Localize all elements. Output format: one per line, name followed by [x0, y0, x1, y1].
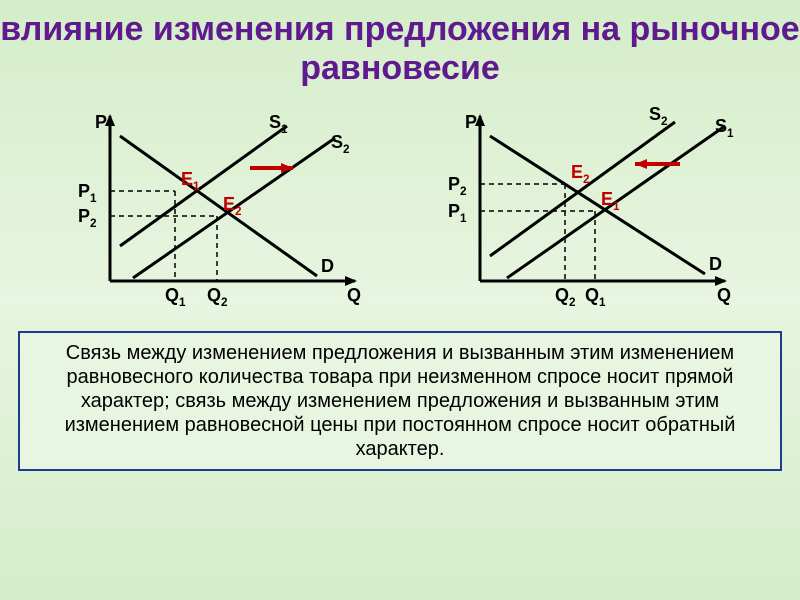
svg-text:P1: P1	[78, 181, 97, 205]
svg-text:P: P	[95, 112, 107, 132]
svg-text:P: P	[465, 112, 477, 132]
svg-text:S1: S1	[715, 116, 734, 140]
charts-row: PQP1P2Q1Q2DS1S2E1E2 PQP1P2Q1Q2DS1S2E1E2	[0, 96, 800, 321]
svg-text:S2: S2	[649, 104, 668, 128]
svg-text:E2: E2	[571, 162, 590, 186]
svg-text:P2: P2	[78, 206, 97, 230]
svg-text:Q1: Q1	[585, 285, 606, 309]
svg-text:Q: Q	[347, 285, 361, 305]
svg-text:D: D	[709, 254, 722, 274]
svg-text:S2: S2	[331, 132, 350, 156]
svg-text:D: D	[321, 256, 334, 276]
svg-text:E1: E1	[181, 169, 200, 193]
left-chart: PQP1P2Q1Q2DS1S2E1E2	[55, 96, 375, 321]
caption-box: Связь между изменением предложения и выз…	[18, 331, 782, 471]
svg-text:Q: Q	[717, 285, 731, 305]
page-title: влияние изменения предложения на рыночно…	[0, 0, 800, 88]
right-chart: PQP1P2Q1Q2DS1S2E1E2	[425, 96, 745, 321]
svg-text:P1: P1	[448, 201, 467, 225]
svg-text:Q2: Q2	[555, 285, 576, 309]
svg-text:Q2: Q2	[207, 285, 228, 309]
svg-text:P2: P2	[448, 174, 467, 198]
svg-text:Q1: Q1	[165, 285, 186, 309]
